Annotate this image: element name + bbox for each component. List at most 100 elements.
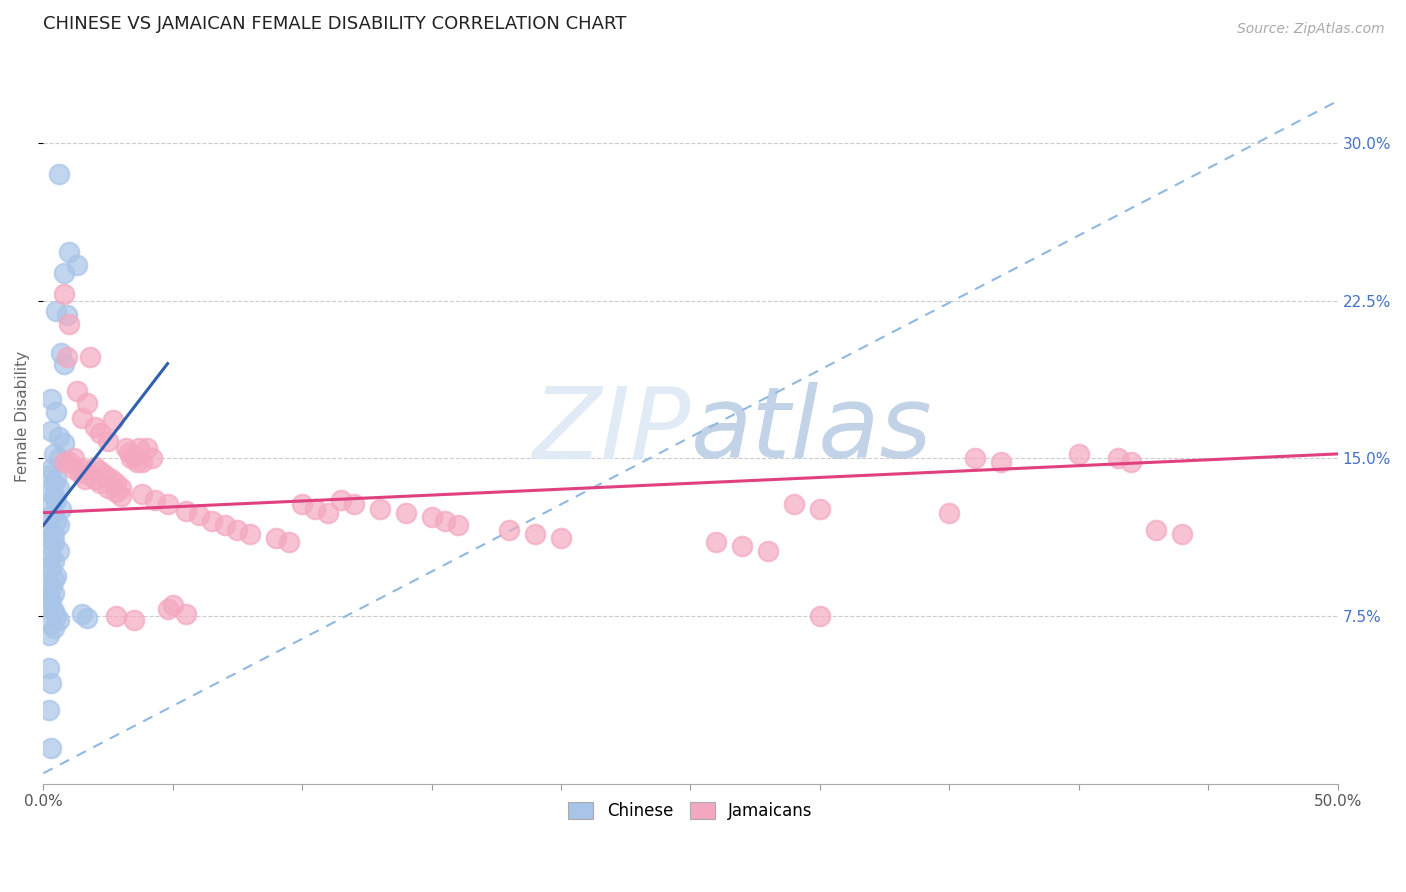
Point: [76, 611, 98, 625]
Point: [990, 455, 1012, 469]
Point: [42, 506, 65, 520]
Legend: Chinese, Jamaicans: Chinese, Jamaicans: [562, 796, 820, 827]
Point: [38, 577, 60, 591]
Point: [291, 497, 314, 511]
Point: [104, 476, 127, 491]
Point: [89, 476, 111, 491]
Point: [39, 594, 62, 608]
Point: [42, 535, 65, 549]
Point: [58, 245, 80, 260]
Point: [38, 600, 60, 615]
Point: [110, 489, 132, 503]
Point: [131, 455, 153, 469]
Text: Source: ZipAtlas.com: Source: ZipAtlas.com: [1237, 22, 1385, 37]
Point: [55, 308, 77, 322]
Point: [395, 506, 418, 520]
Point: [38, 661, 60, 675]
Point: [89, 464, 111, 478]
Point: [1119, 455, 1142, 469]
Point: [104, 608, 127, 623]
Point: [100, 472, 122, 486]
Point: [66, 258, 89, 272]
Point: [39, 484, 62, 499]
Point: [39, 497, 62, 511]
Point: [550, 531, 572, 545]
Point: [214, 518, 236, 533]
Point: [53, 357, 76, 371]
Point: [156, 497, 179, 511]
Point: [200, 514, 222, 528]
Point: [156, 602, 179, 616]
Point: [808, 608, 831, 623]
Point: [783, 497, 806, 511]
Point: [38, 590, 60, 604]
Point: [48, 613, 70, 627]
Point: [135, 441, 157, 455]
Point: [808, 501, 831, 516]
Point: [103, 413, 125, 427]
Point: [39, 617, 62, 632]
Point: [79, 351, 101, 365]
Point: [38, 627, 60, 641]
Point: [39, 676, 62, 690]
Point: [131, 487, 153, 501]
Point: [39, 392, 62, 407]
Point: [45, 472, 67, 486]
Point: [731, 539, 754, 553]
Point: [174, 607, 197, 621]
Point: [70, 461, 93, 475]
Point: [141, 451, 163, 466]
Point: [1146, 523, 1168, 537]
Text: CHINESE VS JAMAICAN FEMALE DISABILITY CORRELATION CHART: CHINESE VS JAMAICAN FEMALE DISABILITY CO…: [44, 15, 627, 33]
Point: [524, 526, 547, 541]
Point: [368, 501, 391, 516]
Point: [48, 168, 70, 182]
Point: [97, 434, 120, 449]
Point: [39, 582, 62, 596]
Point: [938, 506, 960, 520]
Point: [104, 484, 127, 499]
Point: [42, 447, 65, 461]
Point: [39, 562, 62, 576]
Point: [48, 481, 70, 495]
Point: [38, 467, 60, 482]
Point: [343, 497, 366, 511]
Point: [45, 568, 67, 582]
Point: [53, 266, 76, 280]
Point: [115, 441, 138, 455]
Point: [48, 518, 70, 533]
Point: [63, 461, 86, 475]
Point: [45, 304, 67, 318]
Point: [42, 573, 65, 587]
Point: [42, 476, 65, 491]
Point: [51, 346, 73, 360]
Point: [79, 467, 101, 482]
Point: [42, 621, 65, 635]
Point: [42, 605, 65, 619]
Point: [70, 411, 93, 425]
Point: [39, 523, 62, 537]
Point: [143, 493, 166, 508]
Point: [58, 455, 80, 469]
Point: [45, 514, 67, 528]
Point: [122, 613, 145, 627]
Point: [330, 493, 353, 508]
Y-axis label: Female Disability: Female Disability: [15, 351, 30, 482]
Point: [446, 518, 468, 533]
Text: atlas: atlas: [690, 383, 932, 479]
Point: [42, 554, 65, 568]
Point: [76, 396, 98, 410]
Point: [1107, 451, 1129, 466]
Point: [128, 441, 150, 455]
Point: [118, 445, 141, 459]
Point: [73, 472, 96, 486]
Point: [39, 461, 62, 475]
Point: [266, 531, 288, 545]
Point: [53, 436, 76, 450]
Point: [1067, 447, 1090, 461]
Point: [55, 351, 77, 365]
Point: [174, 503, 197, 517]
Point: [162, 598, 184, 612]
Point: [45, 405, 67, 419]
Point: [39, 549, 62, 564]
